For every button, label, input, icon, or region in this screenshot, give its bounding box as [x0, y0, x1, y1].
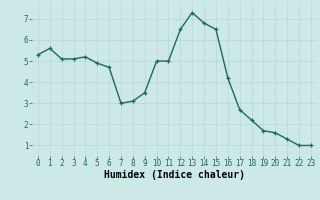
X-axis label: Humidex (Indice chaleur): Humidex (Indice chaleur)	[104, 170, 245, 180]
